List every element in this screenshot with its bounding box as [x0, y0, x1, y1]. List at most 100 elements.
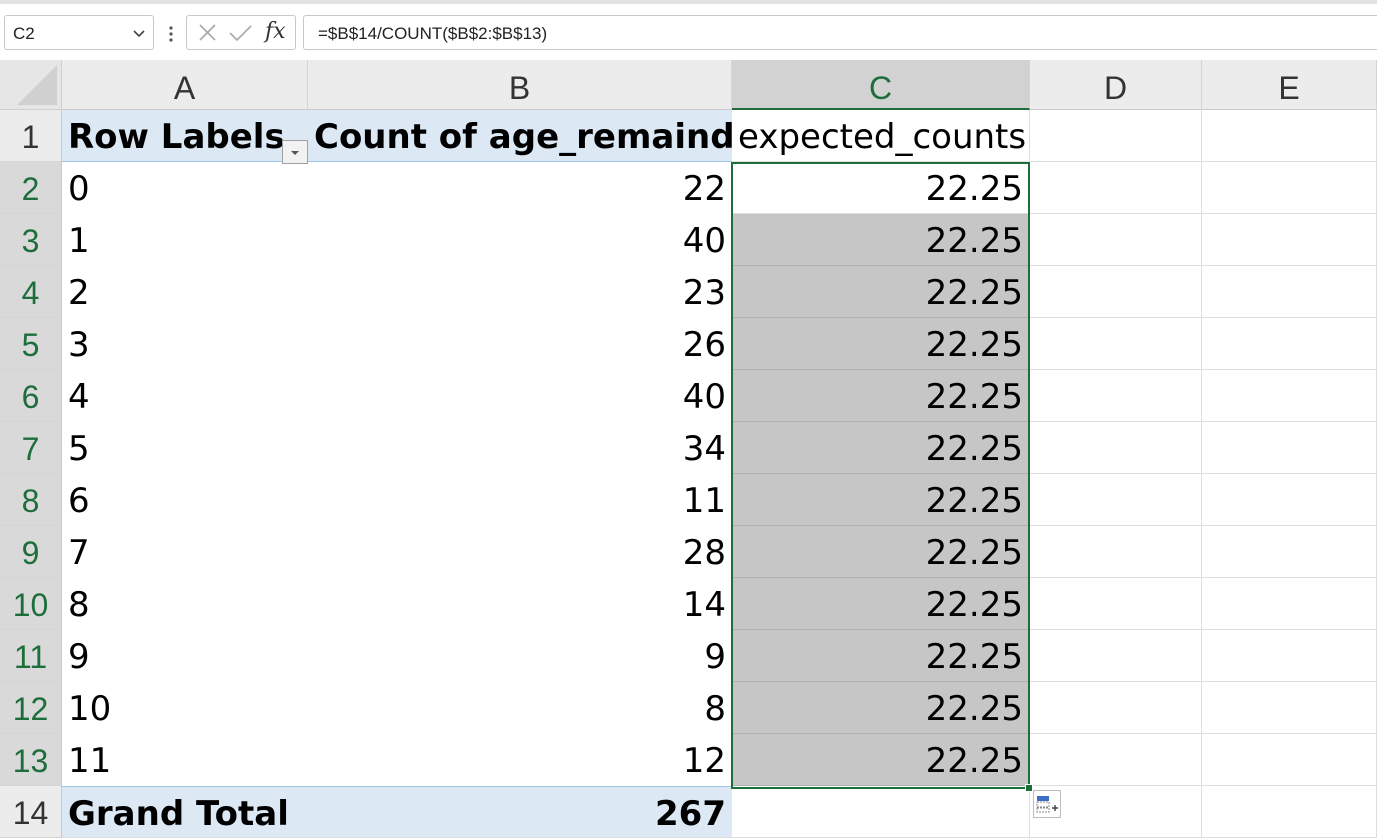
cell-e1[interactable] [1202, 110, 1377, 162]
pivot-row-label[interactable]: 11 [68, 741, 112, 781]
row-header-6[interactable]: 6 [0, 370, 62, 422]
cell-d1[interactable] [1030, 110, 1202, 162]
row-header-9[interactable]: 9 [0, 526, 62, 578]
grand-total-value[interactable]: 267 [308, 786, 732, 838]
name-box[interactable]: C2 [4, 15, 154, 50]
cell-e14[interactable] [1202, 786, 1377, 838]
fill-handle[interactable] [1025, 784, 1033, 792]
pivot-row-count[interactable]: 8 [704, 689, 726, 729]
cell-e6[interactable] [1202, 370, 1377, 422]
pivot-row-label[interactable]: 4 [68, 377, 90, 417]
cancel-icon[interactable] [193, 16, 223, 49]
pivot-row-label[interactable]: 0 [68, 169, 90, 209]
cell-d8[interactable] [1030, 474, 1202, 526]
cell-c6[interactable]: 22.25 [732, 370, 1030, 422]
cell-c8[interactable]: 22.25 [732, 474, 1030, 526]
cell-c4[interactable]: 22.25 [732, 266, 1030, 318]
pivot-header-count[interactable]: Count of age_remainder [308, 110, 732, 162]
cell-e3[interactable] [1202, 214, 1377, 266]
pivot-row-count[interactable]: 14 [682, 585, 726, 625]
cell-d10[interactable] [1030, 578, 1202, 630]
row-header-14[interactable]: 14 [0, 786, 62, 838]
row-header-4[interactable]: 4 [0, 266, 62, 318]
cell-e11[interactable] [1202, 630, 1377, 682]
cell-d11[interactable] [1030, 630, 1202, 682]
cell-c9[interactable]: 22.25 [732, 526, 1030, 578]
row-header-5[interactable]: 5 [0, 318, 62, 370]
row-header-1[interactable]: 1 [0, 110, 62, 162]
pivot-row-count[interactable]: 26 [682, 325, 726, 365]
cell-c7[interactable]: 22.25 [732, 422, 1030, 474]
pivot-row-label[interactable]: 3 [68, 325, 90, 365]
cell-c5[interactable]: 22.25 [732, 318, 1030, 370]
cell-d5[interactable] [1030, 318, 1202, 370]
pivot-row-label[interactable]: 2 [68, 273, 90, 313]
cell-d12[interactable] [1030, 682, 1202, 734]
row-header-2[interactable]: 2 [0, 162, 62, 214]
pivot-row-count[interactable]: 23 [682, 273, 726, 313]
more-options-icon[interactable] [163, 23, 179, 45]
cell-e7[interactable] [1202, 422, 1377, 474]
pivot-row-count[interactable]: 22 [682, 169, 726, 209]
cell-c11[interactable]: 22.25 [732, 630, 1030, 682]
row-header-10[interactable]: 10 [0, 578, 62, 630]
cell-d14[interactable] [1030, 786, 1202, 838]
row-header-7[interactable]: 7 [0, 422, 62, 474]
pivot-header-row-labels[interactable]: Row Labels [62, 110, 308, 162]
row-header-8[interactable]: 8 [0, 474, 62, 526]
cell-d7[interactable] [1030, 422, 1202, 474]
pivot-row-label[interactable]: 10 [68, 689, 112, 729]
row-header-3[interactable]: 3 [0, 214, 62, 266]
fx-icon[interactable]: fx [265, 19, 286, 44]
check-icon[interactable] [225, 16, 255, 49]
cell-c10[interactable]: 22.25 [732, 578, 1030, 630]
pivot-row-label[interactable]: 1 [68, 221, 90, 261]
column-header-a[interactable]: A [62, 60, 308, 110]
cell-c14[interactable] [732, 786, 1030, 838]
pivot-row-label[interactable]: 7 [68, 533, 90, 573]
pivot-row-label[interactable]: 9 [68, 637, 90, 677]
formula-input[interactable]: =$B$14/COUNT($B$2:$B$13) [303, 15, 1377, 50]
cell-e5[interactable] [1202, 318, 1377, 370]
pivot-row-label[interactable]: 6 [68, 481, 90, 521]
cell-d13[interactable] [1030, 734, 1202, 786]
cell-e12[interactable] [1202, 682, 1377, 734]
column-header-d[interactable]: D [1030, 60, 1202, 110]
pivot-row-count[interactable]: 9 [704, 637, 726, 677]
pivot-row-count[interactable]: 40 [682, 221, 726, 261]
cell-e10[interactable] [1202, 578, 1377, 630]
row-header-12[interactable]: 12 [0, 682, 62, 734]
pivot-row-count[interactable]: 28 [682, 533, 726, 573]
cell-e8[interactable] [1202, 474, 1377, 526]
row-header-13[interactable]: 13 [0, 734, 62, 786]
pivot-row-label[interactable]: 8 [68, 585, 90, 625]
column-header-b[interactable]: B [308, 60, 732, 110]
column-header-e[interactable]: E [1202, 60, 1377, 110]
cell-d3[interactable] [1030, 214, 1202, 266]
cell-d2[interactable] [1030, 162, 1202, 214]
cell-e9[interactable] [1202, 526, 1377, 578]
grand-total-label[interactable]: Grand Total [62, 786, 308, 838]
pivot-row-label[interactable]: 5 [68, 429, 90, 469]
chevron-down-icon[interactable] [131, 25, 147, 41]
row-labels-filter-button[interactable] [282, 140, 308, 164]
cell-c2[interactable]: 22.25 [732, 162, 1030, 214]
cell-c13[interactable]: 22.25 [732, 734, 1030, 786]
pivot-row-count[interactable]: 34 [682, 429, 726, 469]
cell-e4[interactable] [1202, 266, 1377, 318]
pivot-row-count[interactable]: 40 [682, 377, 726, 417]
pivot-row-count[interactable]: 12 [682, 741, 726, 781]
select-all-button[interactable] [0, 60, 62, 110]
column-header-c[interactable]: C [732, 60, 1030, 110]
pivot-row-count[interactable]: 11 [682, 481, 726, 521]
cell-d4[interactable] [1030, 266, 1202, 318]
cell-e2[interactable] [1202, 162, 1377, 214]
cell-d9[interactable] [1030, 526, 1202, 578]
row-header-11[interactable]: 11 [0, 630, 62, 682]
cell-c12[interactable]: 22.25 [732, 682, 1030, 734]
cell-d6[interactable] [1030, 370, 1202, 422]
cell-e13[interactable] [1202, 734, 1377, 786]
quick-analysis-button[interactable] [1033, 790, 1061, 818]
cell-c3[interactable]: 22.25 [732, 214, 1030, 266]
cell-c1[interactable]: expected_counts [732, 110, 1030, 162]
